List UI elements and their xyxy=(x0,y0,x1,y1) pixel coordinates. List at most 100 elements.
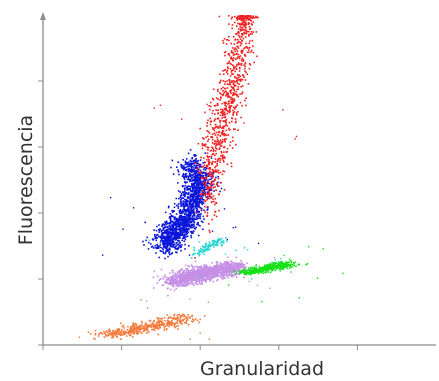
data-point xyxy=(207,271,209,274)
data-point xyxy=(122,334,124,336)
data-point xyxy=(186,275,188,277)
data-point xyxy=(295,265,297,268)
data-point xyxy=(217,158,220,160)
data-point xyxy=(269,287,271,289)
data-point xyxy=(197,142,200,145)
data-point xyxy=(230,63,233,65)
data-point xyxy=(204,246,206,248)
data-point xyxy=(199,318,201,321)
data-point xyxy=(168,316,170,319)
data-point xyxy=(159,326,161,329)
data-point xyxy=(202,144,205,146)
data-point xyxy=(218,15,221,18)
data-point xyxy=(166,242,168,245)
data-point xyxy=(204,205,206,208)
data-point xyxy=(199,183,201,185)
data-point xyxy=(156,321,158,324)
data-point xyxy=(161,317,164,320)
data-point xyxy=(271,263,274,266)
data-point xyxy=(195,198,197,200)
data-point xyxy=(111,337,113,339)
data-point xyxy=(235,120,237,123)
data-point xyxy=(259,270,262,272)
data-point xyxy=(230,263,232,265)
data-point xyxy=(196,203,198,205)
data-point xyxy=(224,262,226,265)
data-point xyxy=(219,161,221,163)
data-point xyxy=(196,199,198,202)
data-point xyxy=(94,333,97,336)
series-1 xyxy=(152,256,252,297)
data-point xyxy=(198,251,201,253)
data-point xyxy=(198,217,201,219)
data-point xyxy=(237,28,240,30)
data-point xyxy=(154,325,156,327)
data-point xyxy=(169,253,171,256)
data-point xyxy=(195,210,198,212)
data-point xyxy=(181,315,183,317)
data-point xyxy=(174,278,177,280)
data-point xyxy=(182,224,184,227)
data-point xyxy=(186,317,188,320)
data-point xyxy=(214,161,216,163)
data-point xyxy=(216,136,218,139)
data-point xyxy=(109,330,112,332)
data-point xyxy=(169,228,172,231)
data-point xyxy=(244,36,247,38)
data-point xyxy=(232,111,235,114)
data-point xyxy=(204,200,207,203)
data-point xyxy=(206,249,209,252)
data-point xyxy=(178,225,181,227)
data-point xyxy=(190,166,193,169)
data-point xyxy=(103,330,105,333)
data-point xyxy=(178,245,180,248)
data-point xyxy=(213,183,215,185)
data-point xyxy=(211,218,213,221)
data-point xyxy=(198,254,200,257)
data-point xyxy=(236,104,239,106)
data-point xyxy=(203,171,206,174)
data-point xyxy=(214,203,216,206)
data-point xyxy=(226,270,229,272)
data-point xyxy=(128,329,130,332)
data-point xyxy=(230,51,233,54)
data-point xyxy=(139,331,142,333)
data-point xyxy=(189,173,191,176)
data-point xyxy=(191,273,193,275)
data-point xyxy=(169,248,171,251)
data-point xyxy=(177,228,180,231)
data-point xyxy=(211,136,214,139)
data-point xyxy=(342,272,344,275)
data-point xyxy=(142,240,144,243)
data-point xyxy=(148,320,151,322)
data-point xyxy=(237,62,240,64)
data-point xyxy=(185,176,187,179)
data-point xyxy=(225,122,228,124)
data-point xyxy=(230,265,233,268)
data-point xyxy=(227,92,229,95)
data-point xyxy=(184,184,187,187)
data-point xyxy=(255,15,257,18)
data-point xyxy=(183,285,186,287)
data-point xyxy=(230,273,233,276)
data-point xyxy=(219,120,221,122)
data-point xyxy=(201,198,204,201)
data-point xyxy=(216,182,218,184)
data-point xyxy=(236,94,238,97)
data-point xyxy=(211,142,214,144)
data-point xyxy=(140,299,142,301)
data-point xyxy=(207,146,210,149)
data-point xyxy=(186,178,189,181)
data-point xyxy=(183,165,185,168)
data-point xyxy=(140,332,143,335)
data-point xyxy=(197,173,200,175)
data-point xyxy=(244,25,246,27)
data-point xyxy=(232,92,235,94)
data-point xyxy=(197,204,200,207)
data-point xyxy=(214,186,216,188)
data-point xyxy=(262,272,265,275)
data-point xyxy=(231,117,233,119)
data-point xyxy=(164,243,167,245)
data-point xyxy=(151,245,154,248)
data-point xyxy=(121,325,124,328)
